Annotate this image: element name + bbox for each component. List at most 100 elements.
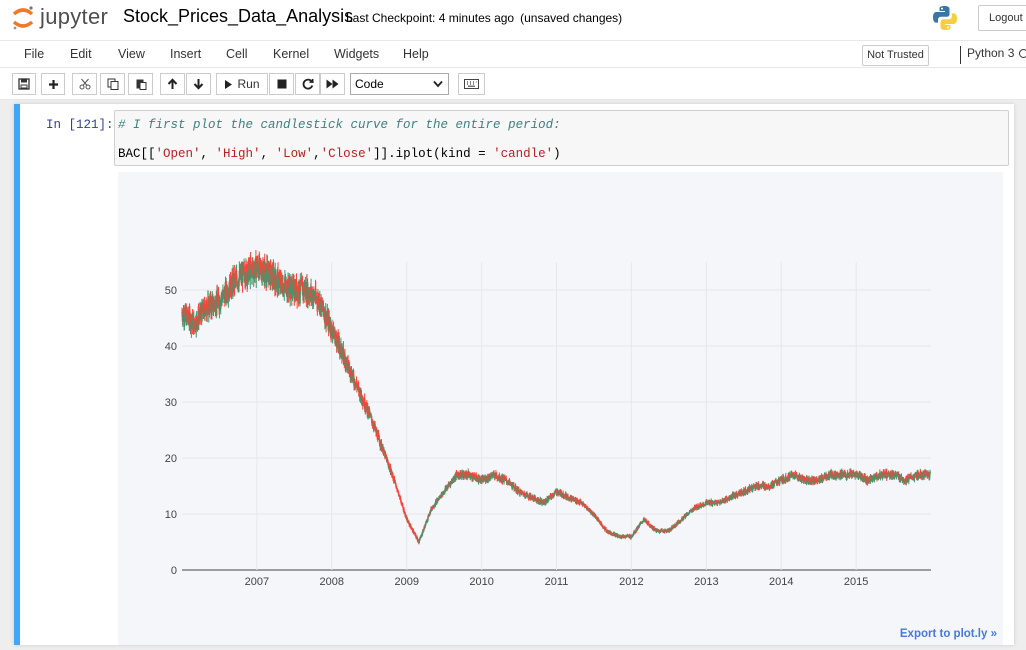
candle-body <box>214 300 217 313</box>
candle-body <box>603 526 606 531</box>
menu-kernel[interactable]: Kernel <box>273 47 310 61</box>
candle-body <box>680 520 682 522</box>
candle-body <box>502 480 504 482</box>
candle-body <box>457 474 459 478</box>
candle-body <box>729 496 732 500</box>
candle-body <box>598 520 601 523</box>
candle-body <box>810 479 812 484</box>
run-button[interactable]: Run <box>216 73 268 95</box>
candle-body <box>340 343 343 355</box>
menu-help[interactable]: Help <box>403 47 429 61</box>
candle-body <box>425 522 427 526</box>
candle-body <box>832 472 834 478</box>
candle-body <box>211 299 213 312</box>
kernel-name: Python 3 <box>967 46 1015 60</box>
candle-body <box>374 424 376 429</box>
candlestick-series <box>181 250 931 545</box>
cell-type-select[interactable]: Code <box>350 73 449 95</box>
candle-body <box>616 534 619 538</box>
candle-body <box>663 532 666 533</box>
logout-button[interactable]: Logout <box>978 5 1026 31</box>
copy-icon <box>107 78 118 90</box>
candle-body <box>830 472 833 477</box>
candle-body <box>768 487 771 489</box>
candle-body <box>876 475 879 477</box>
candle-body <box>238 277 240 287</box>
code-token: , <box>313 147 321 161</box>
menu-widgets[interactable]: Widgets <box>334 47 380 61</box>
menu-edit[interactable]: Edit <box>70 47 92 61</box>
candle-body <box>393 476 396 481</box>
y-tick-label: 0 <box>171 565 177 577</box>
candle-body <box>395 483 397 486</box>
save-button[interactable] <box>12 73 36 95</box>
candle-body <box>270 276 272 280</box>
candlestick-chart[interactable]: 2007 2008 2009 2010 2011 2012 2013 2014 2015 0 10… <box>118 172 1003 645</box>
candle-body <box>411 528 414 532</box>
candle-body <box>775 480 778 482</box>
x-tick-label: 2015 <box>844 576 868 588</box>
candle-body <box>246 274 249 283</box>
candle-body <box>419 538 421 540</box>
candle-body <box>405 515 407 519</box>
y-tick-label: 40 <box>165 341 177 353</box>
candle-body <box>447 486 449 489</box>
jupyter-logo[interactable]: jupyter <box>12 4 108 32</box>
candle-body <box>235 275 237 280</box>
move-down-button[interactable] <box>186 73 211 95</box>
checkpoint-text: Last Checkpoint: 4 minutes ago <box>346 11 515 25</box>
candle-body <box>651 525 654 529</box>
cut-button[interactable] <box>72 73 97 95</box>
candle-body <box>562 492 564 498</box>
candle-body <box>683 516 685 519</box>
code-token: BAC[[ <box>118 147 156 161</box>
candle-body <box>658 530 661 533</box>
candle-body <box>522 492 524 495</box>
candle-body <box>404 512 406 517</box>
candle-body <box>560 492 563 497</box>
code-input[interactable]: # I first plot the candlestick curve for… <box>114 110 1009 166</box>
code-token: , <box>200 147 216 161</box>
candle-body <box>529 493 531 496</box>
restart-button[interactable] <box>295 73 320 95</box>
candle-body <box>526 494 529 497</box>
candle-body <box>349 367 352 378</box>
command-palette-button[interactable] <box>458 73 485 95</box>
candle-body <box>291 284 293 299</box>
candle-body <box>508 480 511 484</box>
candle-body <box>195 316 198 330</box>
menu-view[interactable]: View <box>118 47 145 61</box>
menu-insert[interactable]: Insert <box>170 47 202 61</box>
keyboard-icon <box>464 79 479 89</box>
copy-button[interactable] <box>100 73 125 95</box>
move-up-button[interactable] <box>160 73 185 95</box>
paste-icon <box>136 79 146 90</box>
notebook-title[interactable]: Stock_Prices_Data_Analysis <box>123 6 354 26</box>
candle-body <box>412 530 415 533</box>
candle-body <box>860 475 862 480</box>
export-to-plotly-link[interactable]: Export to plot.ly » <box>899 628 997 640</box>
insert-cell-button[interactable] <box>41 73 65 95</box>
candle-body <box>883 471 885 473</box>
menu-cell[interactable]: Cell <box>226 47 248 61</box>
candle-body <box>419 537 422 539</box>
candle-body <box>895 473 897 475</box>
chevron-down-icon <box>433 80 443 88</box>
candle-body <box>389 466 392 474</box>
paste-button[interactable] <box>128 73 153 95</box>
candle-body <box>217 299 219 306</box>
candle-body <box>529 495 532 498</box>
candle-body <box>360 390 362 397</box>
candle-body <box>796 473 798 476</box>
restart-run-all-button[interactable] <box>320 73 345 95</box>
not-trusted-button[interactable]: Not Trusted <box>862 45 929 66</box>
brand-name: jupyter <box>40 4 109 29</box>
candle-body <box>247 269 250 281</box>
candle-body <box>313 290 315 294</box>
interrupt-button[interactable] <box>269 73 294 95</box>
candle-body <box>417 540 420 543</box>
candle-body <box>575 498 578 503</box>
candle-body <box>203 304 206 312</box>
candle-body <box>608 530 610 532</box>
menu-file[interactable]: File <box>24 47 45 61</box>
